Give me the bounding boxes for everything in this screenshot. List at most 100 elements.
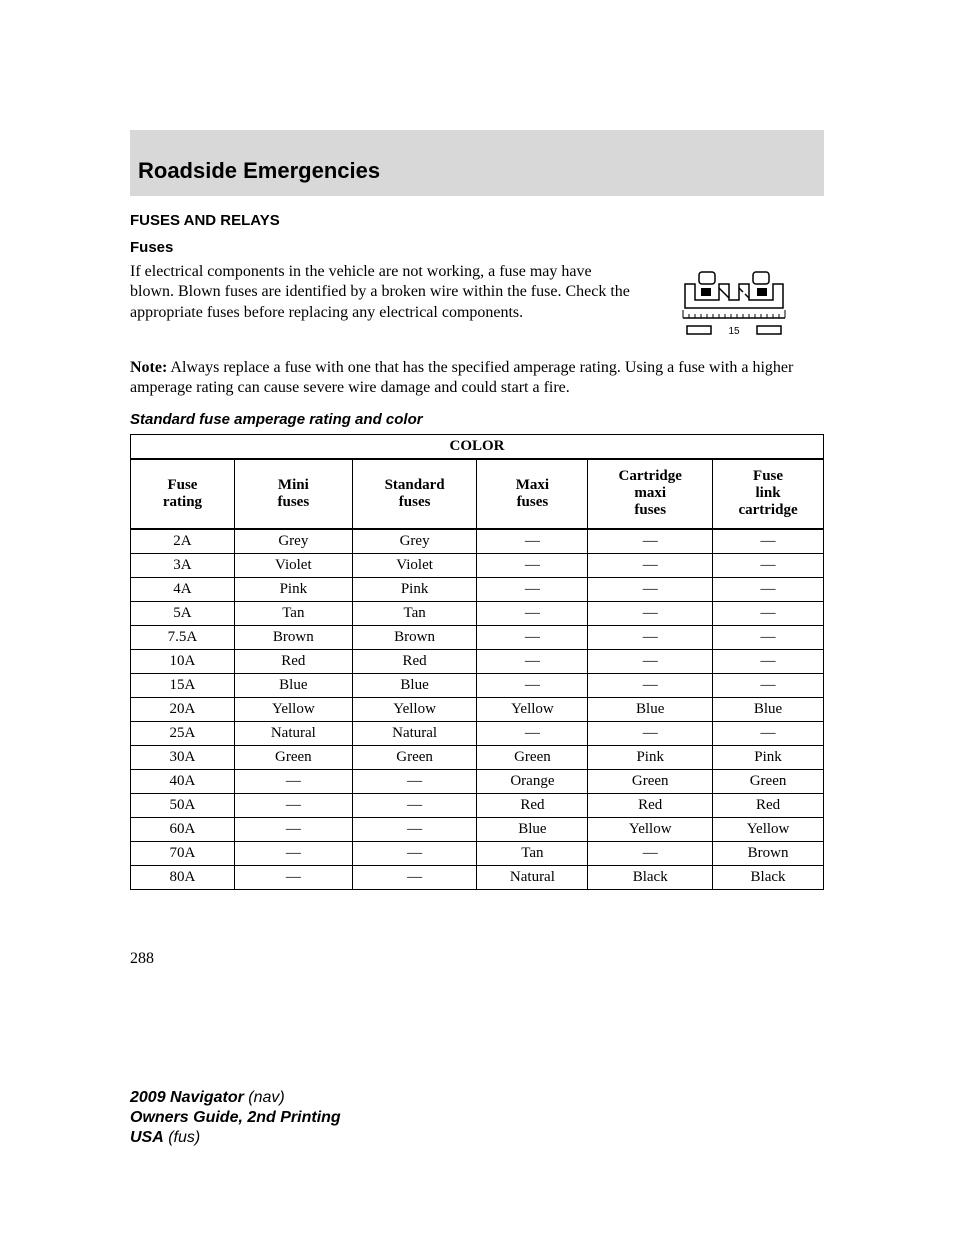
- table-cell: —: [713, 673, 824, 697]
- table-cell: Tan: [234, 601, 352, 625]
- table-cell: —: [588, 553, 713, 577]
- table-cell: 2A: [131, 529, 235, 554]
- table-super-header: COLOR: [131, 434, 824, 459]
- table-row: 80A——NaturalBlackBlack: [131, 865, 824, 889]
- table-cell: Green: [352, 745, 477, 769]
- table-cell: Blue: [352, 673, 477, 697]
- table-cell: Natural: [352, 721, 477, 745]
- table-cell: 15A: [131, 673, 235, 697]
- table-cell: Red: [588, 793, 713, 817]
- table-cell: Grey: [352, 529, 477, 554]
- table-column-header: Fuselinkcartridge: [713, 459, 824, 529]
- table-cell: —: [588, 577, 713, 601]
- table-row: 7.5ABrownBrown———: [131, 625, 824, 649]
- table-header-row: FuseratingMinifusesStandardfusesMaxifuse…: [131, 459, 824, 529]
- table-cell: Yellow: [588, 817, 713, 841]
- table-title: Standard fuse amperage rating and color: [130, 411, 824, 428]
- table-cell: —: [588, 721, 713, 745]
- table-cell: 60A: [131, 817, 235, 841]
- table-row: 50A——RedRedRed: [131, 793, 824, 817]
- table-cell: Red: [713, 793, 824, 817]
- table-super-header-row: COLOR: [131, 434, 824, 459]
- table-cell: Blue: [713, 697, 824, 721]
- footer-line-3: USA (fus): [130, 1128, 824, 1148]
- table-cell: Green: [588, 769, 713, 793]
- table-cell: —: [588, 649, 713, 673]
- table-cell: Green: [234, 745, 352, 769]
- table-cell: Pink: [588, 745, 713, 769]
- table-cell: —: [477, 649, 588, 673]
- table-cell: 7.5A: [131, 625, 235, 649]
- table-cell: —: [234, 841, 352, 865]
- table-row: 2AGreyGrey———: [131, 529, 824, 554]
- subheader-fuses: Fuses: [130, 239, 824, 256]
- table-cell: 40A: [131, 769, 235, 793]
- note-body: Always replace a fuse with one that has …: [130, 359, 793, 396]
- table-column-header: Minifuses: [234, 459, 352, 529]
- table-head: COLOR FuseratingMinifusesStandardfusesMa…: [131, 434, 824, 528]
- footer-vehicle-code: (nav): [244, 1089, 285, 1106]
- footer-region-code: (fus): [164, 1129, 200, 1146]
- table-cell: —: [352, 865, 477, 889]
- table-cell: Blue: [588, 697, 713, 721]
- table-cell: Grey: [234, 529, 352, 554]
- table-cell: 70A: [131, 841, 235, 865]
- table-cell: Green: [477, 745, 588, 769]
- table-cell: Green: [713, 769, 824, 793]
- table-cell: Tan: [477, 841, 588, 865]
- table-cell: —: [477, 577, 588, 601]
- table-cell: Violet: [234, 553, 352, 577]
- table-cell: 30A: [131, 745, 235, 769]
- table-cell: —: [477, 721, 588, 745]
- table-column-header: Maxifuses: [477, 459, 588, 529]
- table-cell: 25A: [131, 721, 235, 745]
- table-cell: —: [477, 625, 588, 649]
- table-cell: —: [477, 673, 588, 697]
- footer: 2009 Navigator (nav) Owners Guide, 2nd P…: [130, 1088, 824, 1148]
- table-cell: —: [588, 841, 713, 865]
- table-cell: —: [352, 793, 477, 817]
- page-container: Roadside Emergencies FUSES AND RELAYS Fu…: [0, 0, 954, 1208]
- table-body: 2AGreyGrey———3AVioletViolet———4APinkPink…: [131, 529, 824, 890]
- table-cell: —: [713, 625, 824, 649]
- table-cell: Pink: [234, 577, 352, 601]
- table-column-header: Cartridgemaxifuses: [588, 459, 713, 529]
- table-row: 3AVioletViolet———: [131, 553, 824, 577]
- table-cell: —: [352, 769, 477, 793]
- table-cell: —: [713, 529, 824, 554]
- body-paragraph: If electrical components in the vehicle …: [130, 262, 632, 350]
- table-cell: Violet: [352, 553, 477, 577]
- table-cell: Yellow: [234, 697, 352, 721]
- footer-region: USA: [130, 1129, 164, 1146]
- table-cell: 5A: [131, 601, 235, 625]
- table-cell: 80A: [131, 865, 235, 889]
- note-label: Note:: [130, 359, 167, 376]
- table-row: 60A——BlueYellowYellow: [131, 817, 824, 841]
- table-cell: 50A: [131, 793, 235, 817]
- table-cell: —: [234, 865, 352, 889]
- section-header-bar: Roadside Emergencies: [130, 130, 824, 196]
- table-cell: Pink: [352, 577, 477, 601]
- table-cell: —: [352, 817, 477, 841]
- table-cell: —: [477, 553, 588, 577]
- table-row: 70A——Tan—Brown: [131, 841, 824, 865]
- table-cell: Yellow: [352, 697, 477, 721]
- table-cell: —: [477, 601, 588, 625]
- table-cell: Yellow: [477, 697, 588, 721]
- table-cell: Natural: [234, 721, 352, 745]
- table-cell: —: [588, 673, 713, 697]
- table-cell: —: [234, 769, 352, 793]
- fuse-diagram: 15: [644, 262, 824, 350]
- table-cell: Blue: [234, 673, 352, 697]
- table-cell: —: [234, 817, 352, 841]
- table-cell: —: [713, 577, 824, 601]
- table-cell: Pink: [713, 745, 824, 769]
- table-cell: —: [588, 625, 713, 649]
- table-cell: —: [588, 601, 713, 625]
- table-cell: Brown: [352, 625, 477, 649]
- table-cell: —: [713, 601, 824, 625]
- table-cell: Red: [234, 649, 352, 673]
- note-paragraph: Note: Always replace a fuse with one tha…: [130, 358, 824, 399]
- fuse-icon: 15: [679, 270, 789, 350]
- table-cell: —: [713, 721, 824, 745]
